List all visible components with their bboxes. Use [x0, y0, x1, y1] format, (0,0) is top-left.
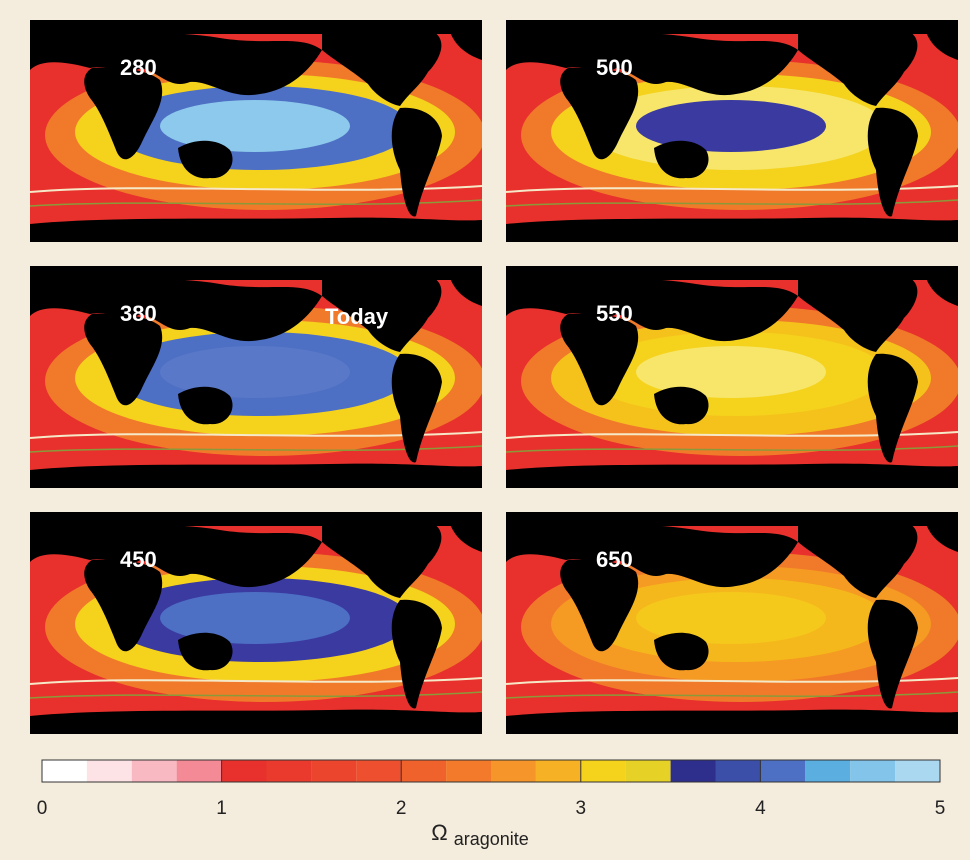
map-body — [506, 266, 961, 488]
colorbar-segment — [626, 760, 671, 782]
colorbar-segment — [716, 760, 761, 782]
scenario-label: 280 — [120, 55, 157, 80]
map-panel: 280 — [30, 20, 485, 242]
label-subscript: aragonite — [454, 829, 529, 849]
colorbar-segment — [491, 760, 536, 782]
scenario-label: 550 — [596, 301, 633, 326]
scenario-label: 650 — [596, 547, 633, 572]
colorbar-segment — [671, 760, 716, 782]
map-body — [30, 512, 485, 734]
map-panel: 450 — [30, 512, 485, 734]
tick-label: 1 — [216, 798, 227, 819]
scenario-label: 380 — [120, 301, 157, 326]
map-panel: 500 — [506, 20, 961, 242]
map-panel: 650 — [506, 512, 961, 734]
map-panel: 380 Today — [30, 266, 485, 488]
map-panels: 280 380 Today 450 500 550 650 — [30, 20, 961, 734]
map-body — [30, 266, 485, 488]
scenario-label: 500 — [596, 55, 633, 80]
map-body — [506, 512, 961, 734]
map-body — [506, 20, 961, 242]
colorbar-segment — [760, 760, 805, 782]
colorbar-segment — [581, 760, 626, 782]
colorbar-segment — [222, 760, 267, 782]
label-symbol: Ω — [431, 820, 447, 845]
scenario-label: Today — [325, 304, 389, 329]
colorbar-segment — [267, 760, 312, 782]
colorbar-segment — [446, 760, 491, 782]
scenario-label: 450 — [120, 547, 157, 572]
colorbar-segment — [805, 760, 850, 782]
map-body — [30, 20, 485, 242]
figure: 280 380 Today 450 500 550 650 0 1 2 3 4 5 Ωaragonite — [0, 0, 970, 860]
colorbar-segment — [850, 760, 895, 782]
map-panel: 550 — [506, 266, 961, 488]
colorbar-segment — [311, 760, 356, 782]
colorbar-segment — [536, 760, 581, 782]
colorbar-segment — [42, 760, 87, 782]
tick-label: 0 — [37, 798, 48, 819]
tick-label: 4 — [755, 798, 766, 819]
colorbar-segment — [87, 760, 132, 782]
colorbar-segment — [177, 760, 222, 782]
tick-label: 5 — [935, 798, 946, 819]
colorbar-segment — [401, 760, 446, 782]
colorbar-segment — [895, 760, 940, 782]
tick-label: 3 — [576, 798, 587, 819]
colorbar-segment — [356, 760, 401, 782]
colorbar-segment — [132, 760, 177, 782]
tick-label: 2 — [396, 798, 407, 819]
